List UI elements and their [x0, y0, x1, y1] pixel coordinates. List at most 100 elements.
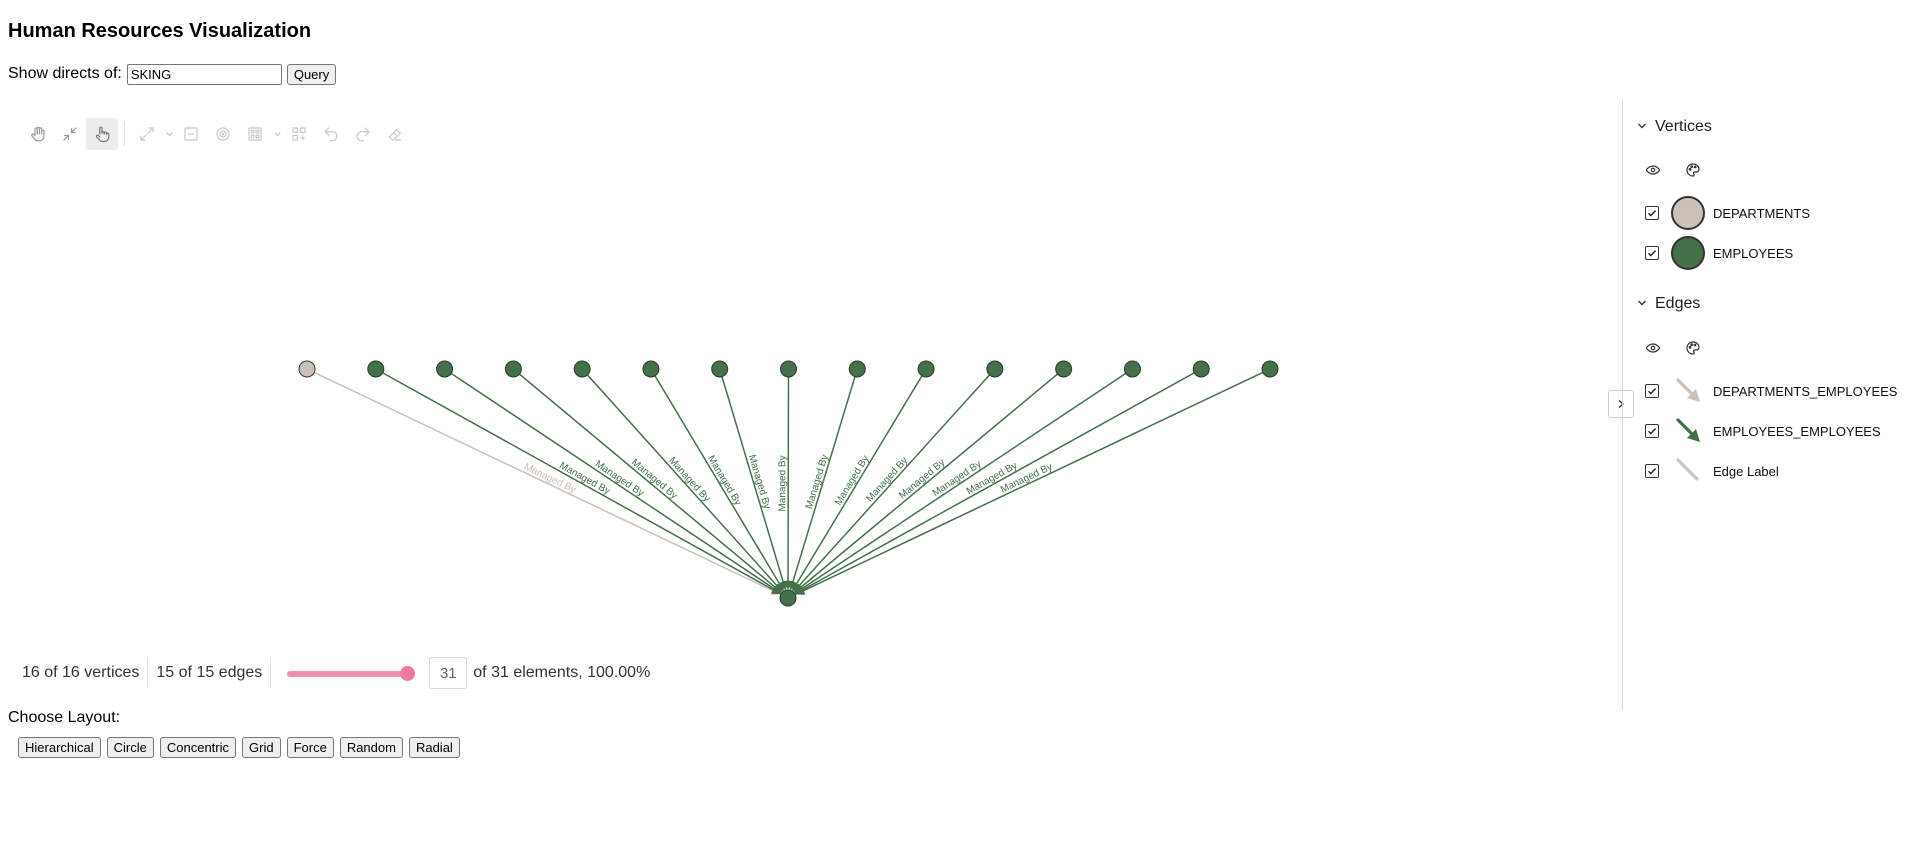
checkbox-checked-icon[interactable] [1645, 424, 1659, 438]
vertices-tools [1645, 162, 1701, 183]
edge-arrow-icon[interactable] [1671, 374, 1705, 408]
focus-icon[interactable] [207, 118, 239, 150]
employee-node[interactable] [780, 360, 797, 378]
layout-radial-button[interactable]: Radial [408, 737, 460, 758]
edge-managed-by[interactable] [313, 371, 781, 595]
caret-icon[interactable] [271, 118, 283, 150]
edge-managed-by[interactable] [788, 376, 856, 591]
legend-edge-label[interactable]: Edge Label [1645, 453, 1779, 489]
layout-random-button[interactable]: Random [339, 737, 403, 758]
element-count-input[interactable]: 31 [429, 657, 468, 689]
page-title: Human Resources Visualization [8, 20, 312, 42]
status-divider [147, 658, 149, 688]
employee-node[interactable] [367, 360, 385, 378]
department-node[interactable] [298, 360, 316, 378]
eye-icon[interactable] [1645, 162, 1661, 183]
edge-managed-by[interactable] [795, 372, 1195, 595]
edge-managed-by[interactable] [721, 376, 788, 591]
edge-arrow-icon[interactable] [1671, 414, 1705, 448]
employee-node[interactable] [1123, 360, 1141, 378]
redo-icon[interactable] [347, 118, 379, 150]
legend-edge-employees-employees[interactable]: EMPLOYEES_EMPLOYEES [1645, 413, 1881, 449]
grid-icon[interactable] [239, 118, 271, 150]
legend-vertex-employees[interactable]: EMPLOYEES [1645, 235, 1793, 271]
checkbox-checked-icon[interactable] [1645, 384, 1659, 398]
employee-node[interactable] [1192, 360, 1210, 378]
vertex-swatch[interactable] [1671, 196, 1705, 230]
employee-node[interactable] [573, 360, 591, 378]
pan-icon[interactable] [22, 118, 54, 150]
vertex-type-label: DEPARTMENTS [1713, 205, 1811, 221]
edge-type-label: EMPLOYEES_EMPLOYEES [1713, 423, 1881, 439]
legend-edge-departments-employees[interactable]: DEPARTMENTS_EMPLOYEES [1645, 373, 1897, 409]
edge-managed-by[interactable] [794, 373, 1058, 593]
layout-circle-button[interactable]: Circle [106, 737, 154, 758]
legend-panel: Vertices DEPARTMENTS EMPLOYEES Edges [1622, 100, 1920, 710]
query-bar: Show directs of: Query [8, 62, 337, 86]
slider-thumb[interactable] [400, 666, 416, 681]
status-divider [270, 658, 272, 688]
root-employee-node[interactable] [779, 589, 797, 607]
layout-hierarchical-button[interactable]: Hierarchical [18, 737, 101, 758]
edge-managed-by[interactable] [586, 374, 783, 592]
edge-managed-by[interactable] [382, 372, 781, 595]
graph-toolbar [22, 116, 411, 152]
vertex-type-label: EMPLOYEES [1713, 245, 1794, 261]
collapse-icon[interactable] [175, 118, 207, 150]
eraser-icon[interactable] [379, 118, 411, 150]
undo-icon[interactable] [315, 118, 347, 150]
vertex-swatch[interactable] [1671, 236, 1705, 270]
edge-line-icon[interactable] [1671, 454, 1705, 488]
slider-track [287, 671, 416, 677]
edges-title: Edges [1655, 295, 1701, 312]
edge-count: 15 of 15 edges [156, 664, 263, 681]
layout-concentric-button[interactable]: Concentric [159, 737, 237, 758]
nodes-layer [298, 360, 1279, 607]
employee-node[interactable] [986, 360, 1004, 378]
employee-node[interactable] [1055, 360, 1073, 378]
chevron-down-icon [1637, 121, 1649, 134]
employee-node[interactable] [1261, 360, 1279, 378]
element-slider[interactable] [287, 664, 416, 682]
employee-node[interactable] [504, 360, 522, 378]
layout-label: Choose Layout: [8, 709, 121, 726]
employee-node[interactable] [848, 360, 866, 378]
vertices-section-header[interactable]: Vertices [1637, 115, 1712, 139]
edges-section-header[interactable]: Edges [1637, 292, 1700, 316]
employee-node[interactable] [917, 360, 935, 378]
eye-icon[interactable] [1645, 340, 1661, 361]
fit-icon[interactable] [54, 118, 86, 150]
checkbox-checked-icon[interactable] [1645, 464, 1659, 478]
employee-node[interactable] [711, 360, 729, 378]
edge-managed-by[interactable] [519, 373, 782, 593]
element-summary: of 31 elements, 100.00% [473, 664, 651, 681]
layout-force-button[interactable]: Force [286, 737, 334, 758]
edges-layer [313, 371, 1264, 595]
edge-managed-by[interactable] [794, 372, 1127, 594]
checkbox-checked-icon[interactable] [1645, 206, 1659, 220]
edge-managed-by[interactable] [654, 375, 785, 592]
layout-grid-button[interactable]: Grid [242, 737, 281, 758]
employee-node[interactable] [436, 360, 454, 378]
edge-managed-by[interactable] [792, 375, 923, 592]
vertices-title: Vertices [1655, 118, 1712, 135]
edge-managed-by[interactable] [450, 372, 782, 594]
query-label: Show directs of: [8, 65, 122, 82]
group-icon[interactable] [283, 118, 315, 150]
legend-vertex-departments[interactable]: DEPARTMENTS [1645, 195, 1810, 231]
caret-icon[interactable] [163, 118, 175, 150]
edge-managed-by[interactable] [793, 374, 991, 592]
edges-tools [1645, 340, 1701, 361]
panel-toggle-button[interactable] [1608, 390, 1634, 418]
palette-icon[interactable] [1685, 162, 1701, 183]
select-icon[interactable] [86, 118, 118, 150]
edge-managed-by[interactable] [795, 371, 1264, 595]
employee-node[interactable] [642, 360, 660, 378]
palette-icon[interactable] [1685, 340, 1701, 361]
query-button[interactable]: Query [286, 63, 337, 85]
edge-label: Managed By [705, 454, 743, 508]
checkbox-checked-icon[interactable] [1645, 246, 1659, 260]
expand-icon[interactable] [131, 118, 163, 150]
directs-input[interactable] [126, 63, 282, 85]
